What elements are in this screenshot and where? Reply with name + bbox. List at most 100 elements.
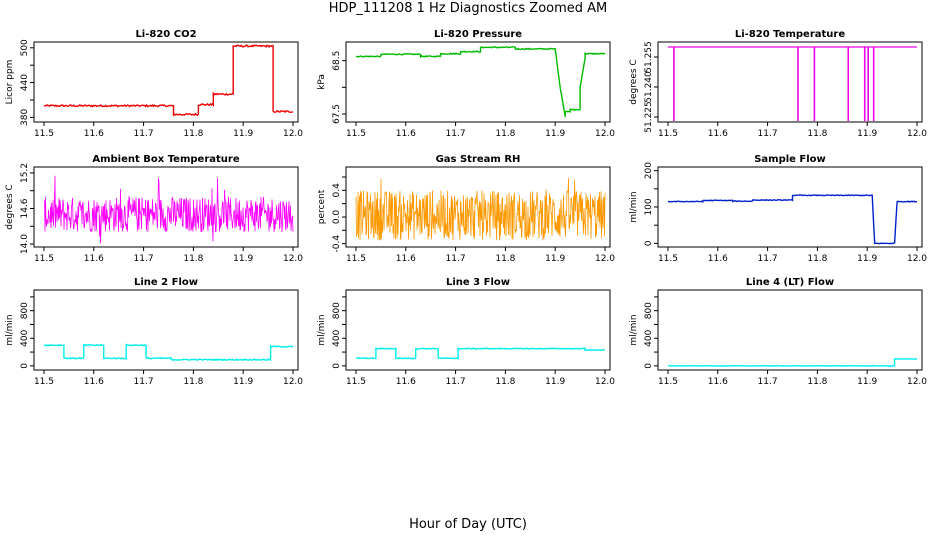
y-tick-label: 0 [20, 363, 30, 369]
plot-frame [657, 166, 923, 248]
x-tick-label: 11.9 [233, 377, 253, 387]
x-tick-label: 11.5 [34, 377, 54, 387]
x-tick-label: 11.8 [495, 377, 515, 387]
y-tick-label: 440 [20, 74, 30, 91]
y-tick-label: 0.4 [332, 183, 342, 198]
panel-5: Gas Stream RH 11.5 11.6 11.7 11.8 11.9 12.0 -0.… [317, 154, 615, 264]
y-axis-label: ml/min [317, 314, 327, 345]
y-tick-label: 400 [20, 329, 30, 346]
y-tick-label: 14.6 [20, 198, 30, 218]
x-tick-label: 11.8 [183, 377, 203, 387]
x-tick-label: 11.5 [346, 377, 366, 387]
y-tick-label: 51.240 [644, 71, 654, 103]
y-tick-label: 380 [20, 109, 30, 126]
y-tick-label: 51.255 [644, 41, 654, 73]
main-title: HDP_111208 1 Hz Diagnostics Zoomed AM [328, 1, 608, 16]
y-axis-label: degrees C [629, 59, 639, 104]
x-tick-label: 11.6 [708, 129, 728, 139]
panel-title: Li-820 Pressure [434, 29, 522, 40]
panel-title: Line 2 Flow [134, 277, 198, 288]
y-axis-label: kPa [317, 74, 327, 90]
y-tick-label: 51.225 [644, 101, 654, 133]
y-tick-label: 0 [644, 363, 654, 369]
x-tick-label: 11.5 [658, 377, 678, 387]
x-axis-label: Hour of Day (UTC) [409, 517, 527, 532]
x-tick-label: 11.9 [545, 254, 565, 264]
y-tick-label: 67.5 [332, 104, 342, 124]
y-tick-label: 0.0 [332, 210, 342, 225]
x-tick-label: 11.5 [346, 254, 366, 264]
x-tick-label: 11.6 [396, 377, 416, 387]
y-axis-label: degrees C [5, 184, 15, 229]
x-tick-label: 11.9 [857, 254, 877, 264]
y-tick-label: 68.5 [332, 51, 342, 71]
series-line [668, 358, 918, 367]
x-tick-label: 11.6 [708, 254, 728, 264]
x-tick-label: 11.7 [446, 129, 466, 139]
panel-2: Li-820 Pressure 11.5 11.6 11.7 11.8 11.9 12.0 6… [317, 29, 615, 139]
y-tick-label: 14.0 [20, 234, 30, 254]
x-tick-label: 12.0 [907, 129, 927, 139]
x-tick-label: 11.8 [183, 129, 203, 139]
x-tick-label: 11.9 [857, 129, 877, 139]
y-tick-label: 400 [332, 329, 342, 346]
panel-4: Ambient Box Temperature 11.5 11.6 11.7 11.8 1… [5, 154, 303, 264]
x-tick-label: 11.6 [84, 254, 104, 264]
x-tick-label: 11.8 [495, 254, 515, 264]
y-tick-label: 400 [644, 329, 654, 346]
x-tick-label: 11.8 [495, 129, 515, 139]
x-tick-label: 11.8 [807, 254, 827, 264]
x-tick-label: 11.7 [758, 377, 778, 387]
series-line [355, 347, 605, 360]
y-tick-label: 0 [644, 240, 654, 246]
plot-frame [33, 289, 299, 371]
plot-frame [345, 166, 611, 248]
y-axis-label: percent [317, 189, 327, 224]
x-tick-label: 11.6 [84, 129, 104, 139]
plot-frame [345, 289, 611, 371]
x-tick-label: 12.0 [595, 254, 615, 264]
series-line [43, 343, 294, 362]
x-tick-label: 11.5 [34, 129, 54, 139]
y-tick-label: 800 [20, 302, 30, 319]
y-axis-label: ml/min [5, 314, 15, 345]
panel-title: Ambient Box Temperature [92, 154, 239, 165]
plot-frame [345, 41, 611, 123]
x-tick-label: 12.0 [907, 254, 927, 264]
x-tick-label: 11.6 [84, 377, 104, 387]
series-line [43, 44, 294, 117]
plot-frame [33, 41, 299, 123]
x-tick-label: 11.7 [446, 377, 466, 387]
panel-title: Li-820 Temperature [735, 29, 845, 40]
x-tick-label: 11.7 [134, 129, 154, 139]
y-tick-label: 15.2 [20, 163, 30, 183]
x-tick-label: 11.8 [807, 377, 827, 387]
x-tick-label: 11.8 [183, 254, 203, 264]
y-axis-label: ml/min [629, 314, 639, 345]
x-tick-label: 12.0 [595, 377, 615, 387]
series-line [355, 177, 606, 241]
y-tick-label: 800 [332, 302, 342, 319]
x-tick-label: 12.0 [283, 129, 303, 139]
x-tick-label: 12.0 [283, 377, 303, 387]
panel-3: Li-820 Temperature 11.5 11.6 11.7 11.8 11.9 12… [629, 29, 927, 139]
x-tick-label: 11.7 [134, 254, 154, 264]
panel-title: Line 4 (LT) Flow [746, 277, 834, 288]
x-tick-label: 11.6 [708, 377, 728, 387]
x-tick-label: 12.0 [907, 377, 927, 387]
x-tick-label: 11.5 [658, 129, 678, 139]
series-line [667, 194, 918, 245]
plot-frame [657, 41, 923, 123]
x-tick-label: 11.7 [758, 129, 778, 139]
x-tick-label: 11.9 [545, 377, 565, 387]
panel-1: Li-820 CO2 11.5 11.6 11.7 11.8 11.9 12.0 380 440… [5, 29, 303, 139]
x-tick-label: 11.9 [233, 254, 253, 264]
y-axis-label: ml/min [629, 191, 639, 222]
x-tick-label: 11.6 [396, 254, 416, 264]
panel-7: Line 2 Flow 11.5 11.6 11.7 11.8 11.9 12.0 0 400 8… [5, 277, 303, 387]
series-line [43, 175, 294, 244]
x-tick-label: 12.0 [595, 129, 615, 139]
y-tick-label: -0.4 [332, 235, 342, 253]
series-line [356, 45, 606, 118]
